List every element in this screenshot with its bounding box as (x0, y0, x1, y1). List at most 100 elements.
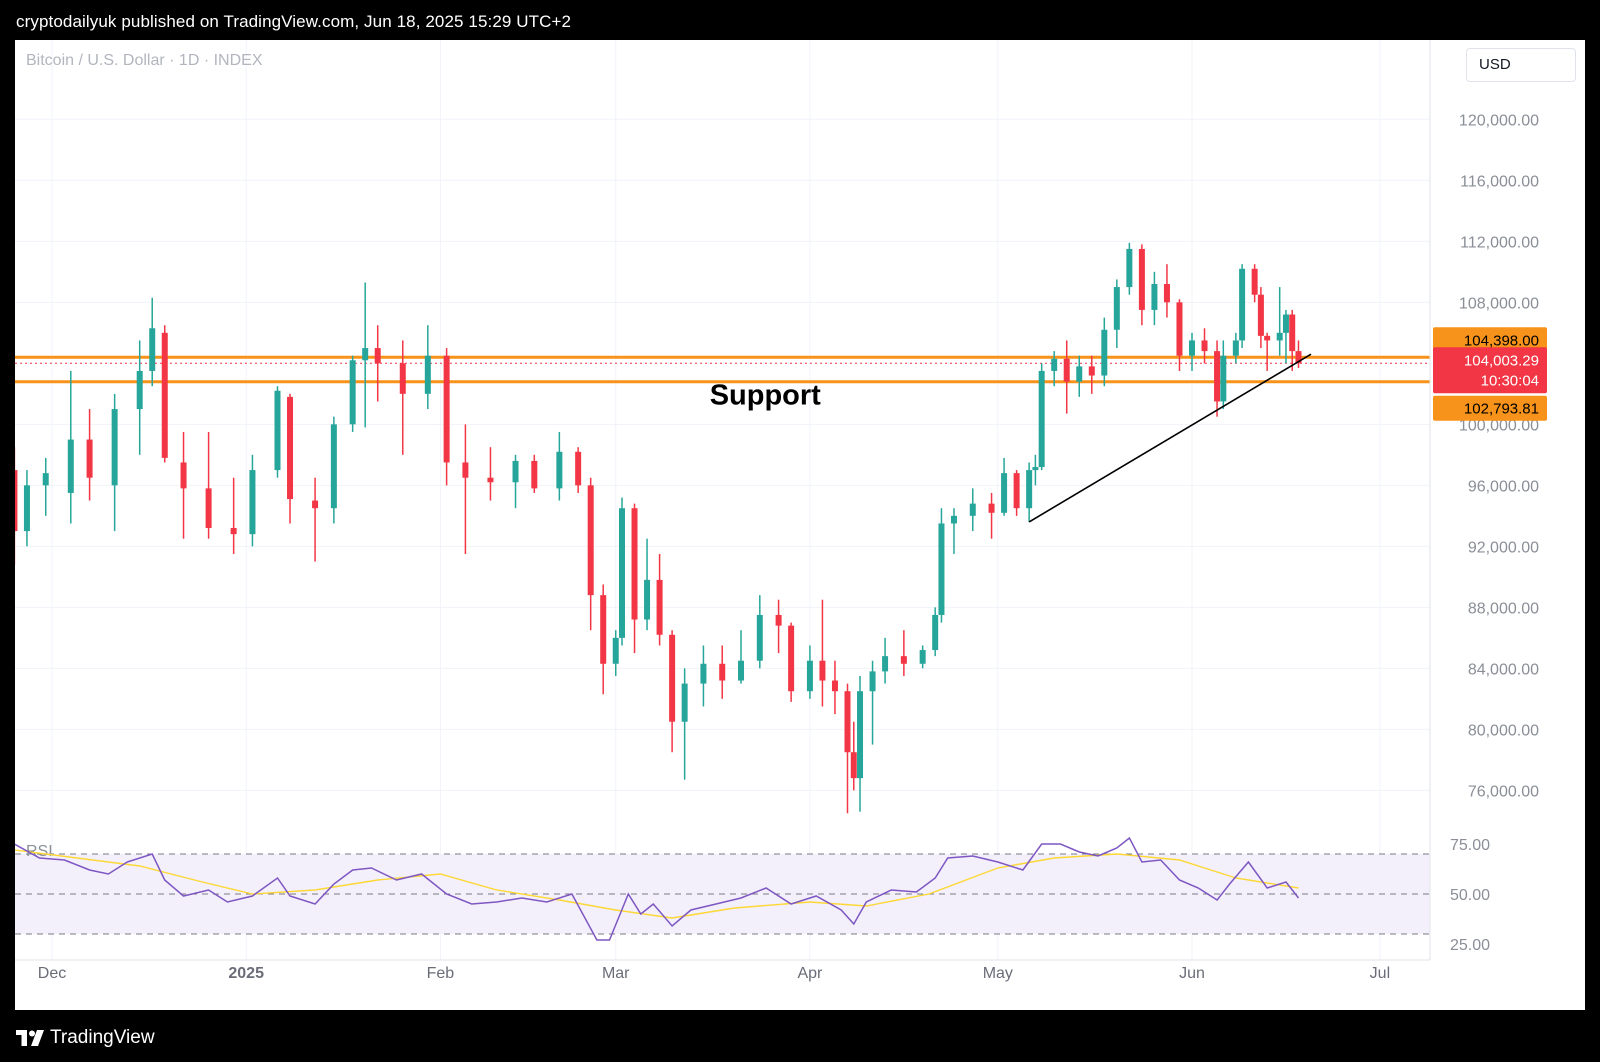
candle-body (612, 637, 619, 664)
price-tick-label: 76,000.00 (1468, 783, 1539, 800)
candle-body (619, 508, 625, 638)
candle-body (950, 515, 957, 524)
candle-body (1026, 470, 1033, 509)
price-axis[interactable]: 120,000.00 116,000.00 112,000.00 108,000.00… (1429, 40, 1539, 960)
rsi-line (15, 836, 1300, 941)
price-tick-label: 120,000.00 (1459, 112, 1539, 129)
currency-selector[interactable]: USD (1466, 48, 1576, 82)
candle-body (738, 660, 745, 681)
candle-body (775, 614, 782, 626)
candle-body (882, 656, 889, 672)
price-tick-label: 96,000.00 (1468, 478, 1539, 495)
candle-body (1257, 294, 1264, 336)
candle-body (788, 625, 795, 692)
candle-body (15, 470, 18, 532)
candle-body (1032, 467, 1039, 471)
candle-body (844, 691, 851, 753)
candle-body (330, 424, 337, 509)
annotations: Support (710, 379, 821, 411)
candle-body (857, 691, 864, 779)
candle-body (681, 683, 688, 722)
candle-body (161, 332, 168, 458)
candle-body (988, 503, 995, 513)
candle-body (700, 663, 707, 684)
tradingview-logo[interactable]: TradingView (16, 1027, 155, 1049)
candle-body (556, 451, 563, 489)
time-tick-label: Feb (427, 965, 455, 982)
candle-body (312, 500, 319, 509)
symbol-label[interactable]: Bitcoin / U.S. Dollar · 1D · INDEX (26, 52, 263, 69)
trendline[interactable] (1028, 353, 1312, 523)
support-price-text: 102,793.81 (1464, 401, 1539, 418)
candle-body (374, 348, 381, 364)
candle-body (42, 473, 49, 486)
rsi-ma-line (15, 849, 1299, 919)
candle-body (531, 460, 538, 489)
candle-body (287, 396, 294, 500)
candle-body (67, 439, 74, 493)
candle-body (819, 660, 826, 681)
rsi-tick-label: 25.00 (1450, 937, 1490, 954)
countdown-text: 10:30:04 (1481, 372, 1539, 389)
candle-body (1264, 335, 1271, 341)
candle-body (1176, 302, 1183, 356)
candle-body (1051, 358, 1058, 371)
support-annotation: Support (710, 379, 821, 411)
candle-body (362, 348, 369, 361)
resistance-price-text: 104,398.00 (1464, 332, 1539, 349)
candle-body (1163, 284, 1170, 303)
candle-body (1220, 355, 1227, 402)
candlestick-series (15, 242, 1302, 814)
price-tags: 104,398.00 104,003.29 10:30:04 102,793.81 (1433, 327, 1547, 421)
candle-body (1276, 332, 1283, 341)
candle-body (274, 390, 281, 471)
candle-body (719, 663, 726, 681)
price-levels (15, 355, 1430, 384)
candle-body (512, 460, 519, 483)
candle-body (149, 328, 156, 371)
chart-canvas[interactable]: RSI 120,000.00 116,000.00 112,000.00 108,00… (15, 40, 1585, 1010)
candle-body (1138, 248, 1145, 310)
price-tick-label: 116,000.00 (1460, 173, 1539, 190)
candle-body (1232, 340, 1239, 356)
candle-body (1295, 351, 1302, 364)
chart-panel: RSI 120,000.00 116,000.00 112,000.00 108,00… (15, 40, 1585, 1010)
candle-body (1088, 366, 1095, 376)
price-tick-label: 112,000.00 (1460, 234, 1539, 251)
candle-body (1113, 287, 1120, 330)
price-tick-label: 100,000.00 (1459, 417, 1539, 434)
rsi-tick-label: 50.00 (1450, 887, 1490, 904)
candle-body (756, 614, 763, 661)
resistance-price-tag (1433, 327, 1547, 353)
candle-body (1038, 370, 1045, 468)
candle-body (656, 579, 663, 635)
grid-lines (15, 40, 1430, 960)
candle-body (1126, 248, 1133, 288)
candle-body (806, 660, 813, 692)
candle-body (1063, 358, 1070, 382)
candle-body (1201, 340, 1208, 352)
candle-body (462, 462, 469, 478)
candle-body (969, 503, 976, 516)
candle-body (1214, 351, 1221, 402)
candle-body (1013, 473, 1020, 509)
candle-body (575, 451, 582, 486)
candle-body (443, 355, 450, 463)
time-axis[interactable]: Dec 2025 Feb Mar Apr May Jun Jul (15, 959, 1430, 982)
candle-body (349, 360, 356, 425)
time-tick-label: Jul (1370, 965, 1390, 982)
candle-body (23, 485, 30, 532)
candle-body (1151, 284, 1158, 310)
candle-body (136, 370, 143, 410)
tradingview-brand-text: TradingView (50, 1027, 155, 1048)
candle-body (487, 477, 494, 483)
price-tick-label: 84,000.00 (1468, 661, 1539, 678)
rsi-panel: RSI (15, 836, 1430, 941)
candle-body (180, 462, 187, 489)
time-tick-label: Jun (1179, 965, 1205, 982)
candle-body (932, 614, 939, 651)
support-price-tag (1433, 395, 1547, 421)
candle-body (869, 671, 876, 692)
rsi-tick-label: 75.00 (1450, 837, 1490, 854)
candle-body (831, 680, 838, 692)
